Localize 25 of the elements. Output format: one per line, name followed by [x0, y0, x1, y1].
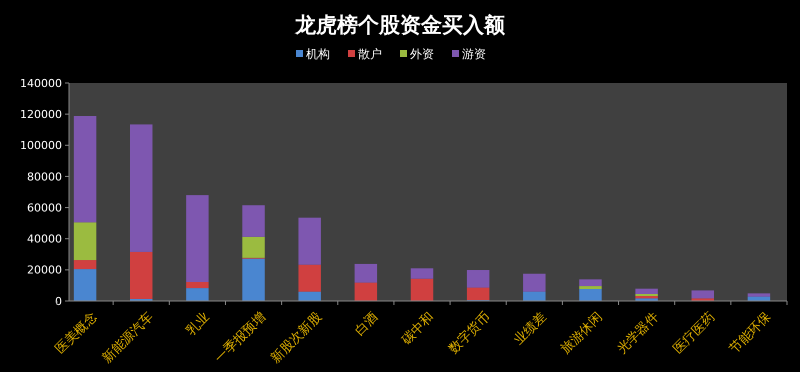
y-tick-label: 40000 [27, 232, 62, 246]
x-tick-label: 医疗医药 [670, 310, 718, 358]
x-tick-label: 白酒 [352, 310, 382, 339]
legend-label: 游资 [462, 47, 486, 61]
y-tick-label: 20000 [27, 264, 62, 277]
x-tick-label: 节能环保 [726, 310, 774, 358]
x-tick-label: 碳中和 [398, 310, 438, 349]
y-tick-label: 100000 [20, 139, 62, 152]
x-tick-label: 旅游休闲 [558, 310, 606, 358]
x-tick-label: 新股次新股 [268, 310, 325, 366]
chart-title: 龙虎榜个股资金买入额 [294, 12, 506, 37]
x-tick-label: 新能源汽车 [100, 310, 156, 366]
x-tick-label: 业绩差 [511, 310, 550, 348]
y-tick-label: 120000 [20, 108, 62, 121]
x-tick-label: 乳业 [184, 310, 213, 339]
legend-label: 机构 [306, 47, 330, 61]
legend-label: 散户 [358, 47, 382, 61]
x-tick-label: 医美概念 [52, 308, 100, 358]
y-tick-label: 60000 [27, 201, 62, 214]
legend-label: 外资 [410, 47, 434, 61]
x-tick-label: 数字货币 [445, 308, 494, 358]
y-tick-label: 80000 [27, 170, 62, 184]
x-tick-label: 一季报预增 [212, 310, 269, 366]
y-tick-label: 140000 [20, 76, 62, 90]
x-tick-label: 光学器件 [614, 310, 662, 358]
